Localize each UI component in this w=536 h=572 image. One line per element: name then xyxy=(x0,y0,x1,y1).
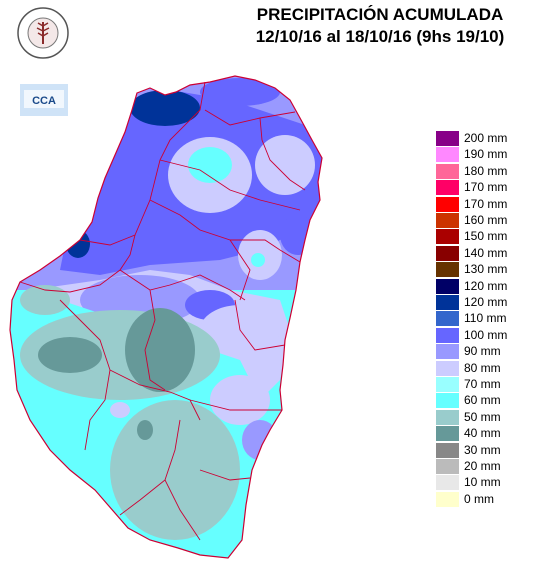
legend-swatch xyxy=(436,147,459,163)
legend-item: 140 mm xyxy=(436,245,536,262)
legend-item: 30 mm xyxy=(436,442,536,459)
legend-label: 90 mm xyxy=(464,344,501,359)
legend-swatch xyxy=(436,180,459,196)
legend-label: 170 mm xyxy=(464,180,508,195)
legend-item: 130 mm xyxy=(436,262,536,278)
legend-item: 20 mm xyxy=(436,459,536,475)
map-title: PRECIPITACIÓN ACUMULADA 12/10/16 al 18/1… xyxy=(230,4,530,48)
legend-item: 80 mm xyxy=(436,360,536,377)
legend-label: 180 mm xyxy=(464,163,508,178)
legend-swatch xyxy=(436,295,459,310)
legend-item: 150 mm xyxy=(436,229,536,245)
legend-swatch xyxy=(436,459,459,474)
legend-swatch xyxy=(436,344,459,360)
legend-item: 170 mm xyxy=(436,196,536,213)
legend-item: 40 mm xyxy=(436,426,536,442)
legend-item: 120 mm xyxy=(436,295,536,311)
legend-item: 120 mm xyxy=(436,278,536,295)
legend-label: 60 mm xyxy=(464,393,501,408)
legend-swatch xyxy=(436,311,459,327)
title-line-2: 12/10/16 al 18/10/16 (9hs 19/10) xyxy=(255,27,505,46)
legend-label: 100 mm xyxy=(464,327,508,342)
legend-swatch xyxy=(436,245,459,261)
legend-swatch xyxy=(436,475,459,491)
legend-label: 130 mm xyxy=(464,262,508,277)
legend-swatch xyxy=(436,229,459,245)
legend-item: 60 mm xyxy=(436,393,536,409)
legend-label: 190 mm xyxy=(464,147,508,162)
legend-item: 110 mm xyxy=(436,311,536,327)
legend-label: 30 mm xyxy=(464,442,501,457)
legend-swatch xyxy=(436,360,459,376)
legend-label: 40 mm xyxy=(464,426,501,441)
legend-swatch xyxy=(436,213,459,228)
legend-label: 20 mm xyxy=(464,459,501,473)
legend-item: 70 mm xyxy=(436,377,536,393)
legend-item: 160 mm xyxy=(436,213,536,229)
legend-swatch xyxy=(436,442,459,458)
legend-label: 150 mm xyxy=(464,229,508,244)
legend-swatch xyxy=(436,131,459,146)
legend-label: 140 mm xyxy=(464,245,508,260)
legend-item: 100 mm xyxy=(436,327,536,344)
legend-swatch xyxy=(436,163,459,179)
legend-label: 70 mm xyxy=(464,377,501,391)
legend-swatch xyxy=(436,409,459,425)
cca-logo: CCA xyxy=(20,84,68,116)
legend-label: 110 mm xyxy=(464,311,507,326)
legend-item: 50 mm xyxy=(436,409,536,426)
legend-item: 10 mm xyxy=(436,475,536,491)
legend-label: 80 mm xyxy=(464,360,501,375)
title-line-1: PRECIPITACIÓN ACUMULADA xyxy=(256,5,504,24)
legend-label: 50 mm xyxy=(464,409,501,424)
legend-swatch xyxy=(436,262,459,278)
legend-label: 120 mm xyxy=(464,278,508,293)
legend-swatch xyxy=(436,491,459,507)
legend-label: 0 mm xyxy=(464,491,494,506)
legend-item: 90 mm xyxy=(436,344,536,360)
legend-label: 10 mm xyxy=(464,475,501,490)
legend-swatch xyxy=(436,196,459,212)
legend-item: 0 mm xyxy=(436,491,536,508)
legend-item: 200 mm xyxy=(436,131,536,147)
bolsa-cereales-logo xyxy=(17,7,69,59)
legend-swatch xyxy=(436,426,459,442)
department-borders xyxy=(19,81,306,541)
legend-swatch xyxy=(436,377,459,392)
legend-swatch xyxy=(436,393,459,409)
legend-label: 160 mm xyxy=(464,213,508,227)
legend-item: 190 mm xyxy=(436,147,536,163)
cca-text: CCA xyxy=(32,95,56,107)
legend-item: 170 mm xyxy=(436,180,536,196)
legend-swatch xyxy=(436,278,459,294)
legend-label: 120 mm xyxy=(464,295,508,309)
legend-label: 170 mm xyxy=(464,196,508,211)
legend-swatch xyxy=(436,327,459,343)
legend-label: 200 mm xyxy=(464,131,508,145)
province-outline xyxy=(9,75,323,559)
legend-item: 180 mm xyxy=(436,163,536,180)
